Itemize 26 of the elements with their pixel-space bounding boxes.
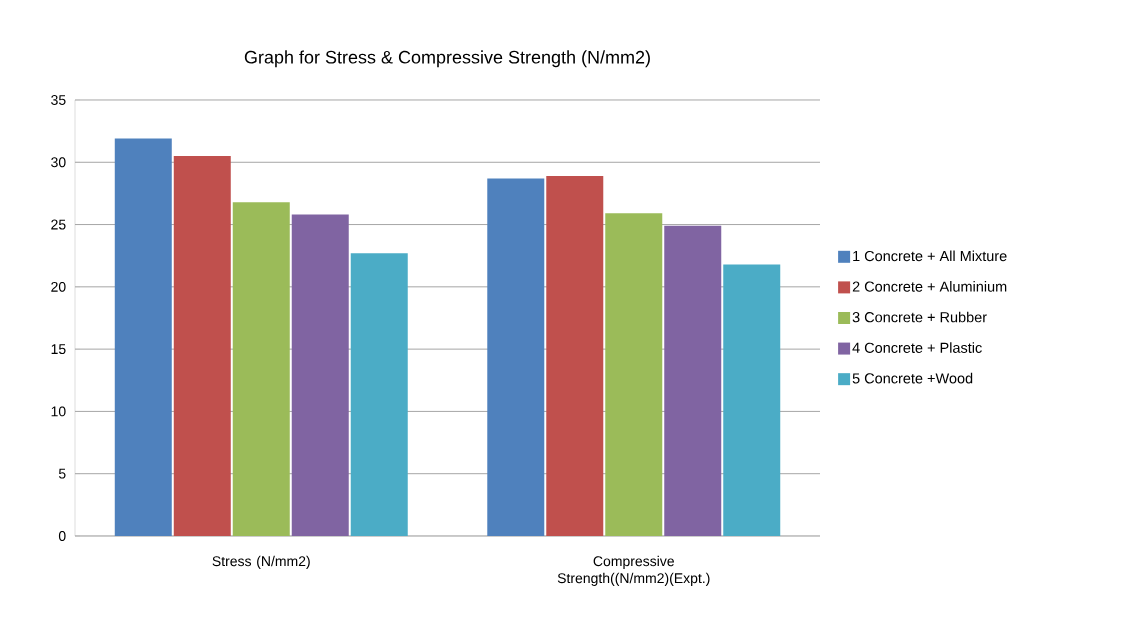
bar <box>664 225 722 536</box>
bar <box>605 213 663 536</box>
y-tick-label: 25 <box>51 219 66 230</box>
y-tick-label: 35 <box>51 95 66 105</box>
y-tick-label: 20 <box>51 281 66 292</box>
legend-label: 1 Concrete + All Mixture <box>853 250 1007 262</box>
y-tick-label: 10 <box>51 406 66 417</box>
x-tick-label: Compressive Strength((N/mm2)(Expt.) <box>557 555 710 586</box>
legend-label: 4 Concrete + Plastic <box>852 342 982 353</box>
bar <box>173 156 231 536</box>
bar <box>350 253 408 536</box>
chart-title: Graph for Stress & Compressive Strength (N/mm2) <box>244 50 650 68</box>
y-tick-label: 30 <box>51 157 66 168</box>
y-tick-label: 0 <box>58 531 66 541</box>
y-tick-label: 5 <box>58 468 66 479</box>
legend-label: 3 Concrete + Rubber <box>852 311 987 323</box>
bar <box>232 202 290 536</box>
bar <box>546 175 604 536</box>
legend-label: 2 Concrete + Aluminium <box>852 281 1007 292</box>
x-tick-label: Stress (N/mm2) <box>212 555 310 569</box>
legend-label: 5 Concrete +Wood <box>852 372 973 384</box>
bar <box>723 264 781 536</box>
bar <box>487 178 545 536</box>
bar <box>114 138 172 536</box>
bar <box>291 214 349 536</box>
y-tick-label: 15 <box>51 344 66 355</box>
